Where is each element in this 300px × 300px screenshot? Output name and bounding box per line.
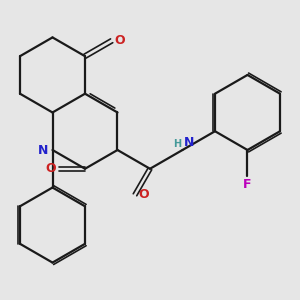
Text: H: H bbox=[173, 139, 181, 149]
Text: N: N bbox=[38, 143, 49, 157]
Text: F: F bbox=[243, 178, 252, 191]
Text: O: O bbox=[45, 162, 56, 175]
Text: O: O bbox=[115, 34, 125, 47]
Text: N: N bbox=[184, 136, 194, 149]
Text: O: O bbox=[138, 188, 148, 201]
